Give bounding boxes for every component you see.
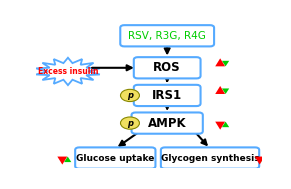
Circle shape: [120, 117, 139, 129]
Text: Excess insulin: Excess insulin: [38, 67, 98, 76]
Text: AMPK: AMPK: [148, 117, 187, 130]
Polygon shape: [215, 122, 225, 130]
Text: Glucose uptake: Glucose uptake: [76, 153, 155, 163]
Text: p: p: [127, 119, 133, 128]
Text: p: p: [127, 91, 133, 100]
Text: ROS: ROS: [153, 61, 181, 74]
Text: RSV, R3G, R4G: RSV, R3G, R4G: [128, 31, 206, 41]
FancyBboxPatch shape: [132, 112, 203, 134]
Polygon shape: [222, 122, 229, 127]
Text: IRS1: IRS1: [152, 89, 182, 102]
Polygon shape: [255, 156, 265, 165]
Polygon shape: [57, 156, 67, 165]
Polygon shape: [215, 58, 225, 66]
Polygon shape: [222, 61, 229, 66]
FancyBboxPatch shape: [134, 57, 200, 78]
Text: Glycogen synthesis: Glycogen synthesis: [161, 153, 259, 163]
FancyBboxPatch shape: [75, 147, 155, 169]
Polygon shape: [215, 86, 225, 94]
Polygon shape: [222, 88, 229, 94]
FancyBboxPatch shape: [161, 147, 259, 169]
FancyBboxPatch shape: [134, 85, 200, 106]
Polygon shape: [261, 156, 269, 162]
Circle shape: [120, 89, 139, 101]
Polygon shape: [36, 58, 100, 85]
FancyBboxPatch shape: [120, 25, 214, 46]
Polygon shape: [64, 156, 71, 162]
